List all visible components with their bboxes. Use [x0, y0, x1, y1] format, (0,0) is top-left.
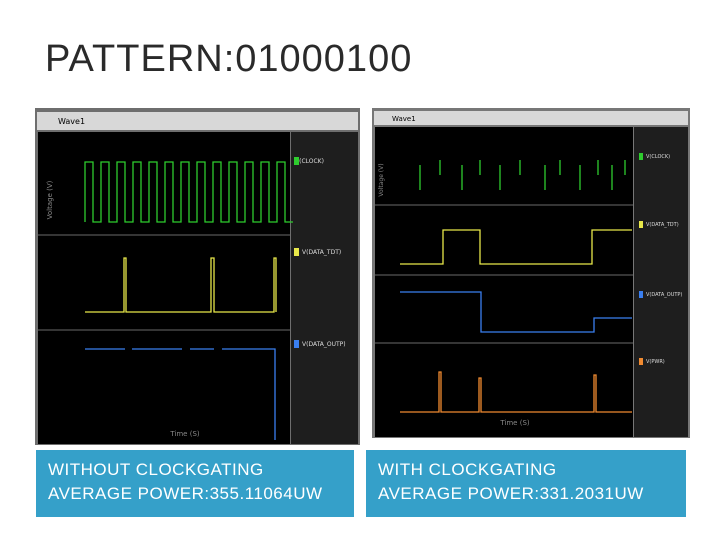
left-x-label: Time (S) [169, 430, 200, 438]
left-signal: V(CLOCK) [295, 158, 324, 165]
right-window-title: Wave1 [392, 115, 416, 123]
left-y-label: Voltage (V) [46, 180, 54, 219]
right-caption: WITH CLOCKGATING AVERAGE POWER:331.2031U… [366, 450, 686, 517]
caption-line: AVERAGE POWER:355.11064UW [48, 484, 323, 503]
left-signal: V(DATA_OUTP) [302, 341, 346, 348]
right-x-label: Time (S) [499, 419, 530, 427]
right-signal: V(PWR) [646, 359, 665, 365]
right-signal: V(CLOCK) [646, 154, 670, 160]
clock-wave [419, 160, 626, 190]
legend-swatch [639, 153, 643, 160]
legend-swatch [294, 340, 299, 348]
left-signal: V(DATA_TDT) [302, 249, 341, 256]
right-titlebar [374, 111, 688, 125]
power-wave [400, 371, 632, 413]
legend-swatch [294, 248, 299, 256]
caption-line: WITHOUT CLOCKGATING [48, 460, 264, 479]
legend-swatch [294, 157, 299, 165]
right-y-label: Voltage (V) [378, 163, 385, 196]
right-plot [375, 127, 633, 437]
legend-swatch [639, 221, 643, 228]
caption-line: AVERAGE POWER:331.2031UW [378, 484, 644, 503]
data-wave [400, 229, 632, 265]
right-signal: V(DATA_TDT) [646, 222, 679, 228]
left-titlebar [37, 112, 358, 130]
right-legend [634, 127, 688, 437]
left-plot [38, 132, 290, 444]
slide-title: PATTERN:01000100 [45, 38, 413, 80]
left-caption: WITHOUT CLOCKGATING AVERAGE POWER:355.11… [36, 450, 354, 517]
legend-swatch [639, 358, 643, 365]
left-legend [291, 132, 358, 444]
left-window-title: Wave1 [58, 117, 85, 126]
legend-swatch [639, 291, 643, 298]
clock-wave [84, 161, 293, 223]
data-wave [85, 257, 277, 313]
caption-line: WITH CLOCKGATING [378, 460, 557, 479]
output-wave [400, 291, 632, 333]
screenshots: Wave1 V(CLOCK) V(DATA_TDT) V(DATA_OUTP) … [35, 108, 690, 445]
right-signal: V(DATA_OUTP) [646, 292, 682, 298]
output-wave [85, 348, 276, 440]
